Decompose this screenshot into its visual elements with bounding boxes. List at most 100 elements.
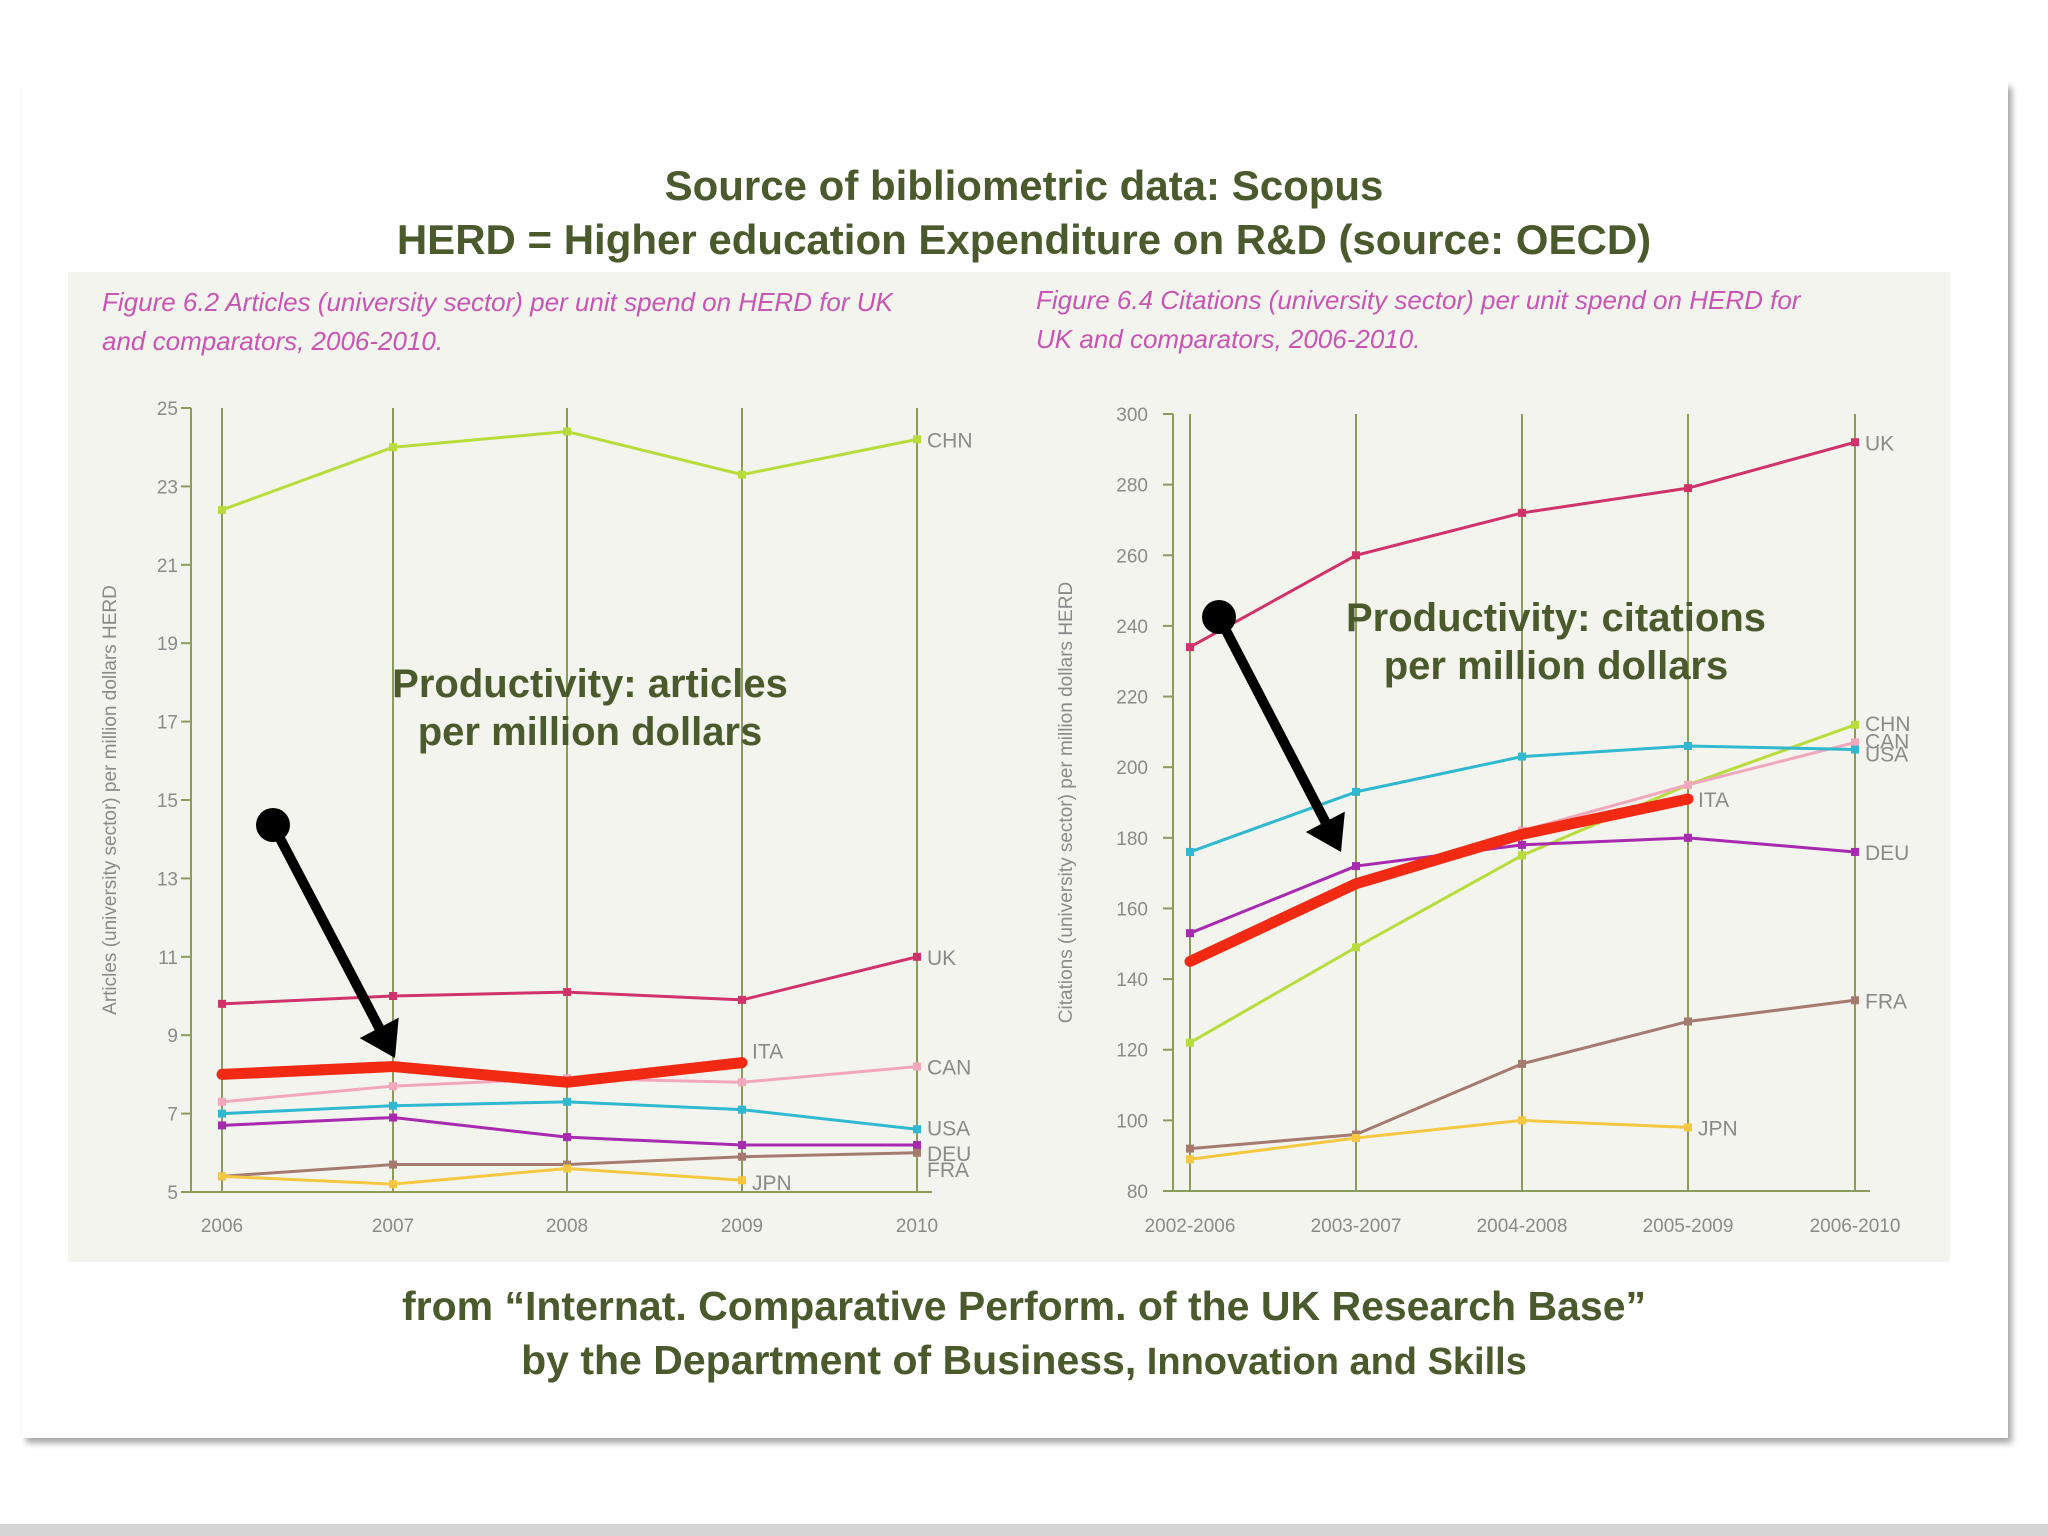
left-figure-caption: Figure 6.2 Articles (university sector) … — [102, 283, 893, 361]
articles-point-can — [913, 1062, 921, 1071]
citations-series-line-ita — [1184, 793, 1694, 967]
citations-series-label-can: CAN — [1865, 730, 1909, 753]
right-arrow-head — [1305, 811, 1345, 852]
left-annotation: Productivity: articles per million dolla… — [340, 660, 840, 756]
articles-point-jpn — [389, 1180, 397, 1189]
articles-point-usa — [913, 1125, 921, 1134]
citations-y-tick-label: 300 — [1116, 405, 1148, 426]
left-caption-line-1: Figure 6.2 Articles (university sector) … — [102, 287, 893, 317]
articles-point-chn — [738, 470, 746, 479]
citations-point-jpn — [1352, 1134, 1360, 1143]
citations-point-deu — [1684, 833, 1692, 842]
citations-point-chn — [1518, 851, 1526, 860]
left-caption-line-2: and comparators, 2006-2010. — [102, 326, 444, 356]
citations-point-uk — [1851, 438, 1859, 447]
citations-series-label-chn: CHN — [1865, 713, 1911, 736]
footer-line-1: from “Internat. Comparative Perform. of … — [402, 1283, 1646, 1329]
citations-x-tick-label: 2004-2008 — [1477, 1216, 1568, 1237]
articles-point-jpn — [218, 1172, 226, 1181]
citations-point-uk — [1518, 508, 1526, 517]
articles-point-can — [218, 1097, 226, 1106]
articles-y-tick-label: 9 — [167, 1026, 178, 1047]
articles-series-line-uk — [220, 955, 919, 1006]
citations-point-chn — [1352, 943, 1360, 952]
citations-point-usa — [1186, 847, 1194, 856]
citations-point-can — [1851, 738, 1859, 747]
citations-point-jpn — [1518, 1116, 1526, 1125]
citations-y-tick-label: 200 — [1116, 758, 1148, 779]
citations-point-chn — [1851, 720, 1859, 729]
right-annotation-line-2: per million dollars — [1383, 644, 1729, 688]
articles-point-uk — [389, 992, 397, 1000]
articles-point-usa — [738, 1105, 746, 1114]
articles-y-tick-label: 11 — [158, 948, 178, 969]
footer-line-2: by the Department of Business, Innovatio… — [0, 1337, 2048, 1384]
articles-series-line-ita — [216, 1057, 748, 1088]
right-annotation: Productivity: citations per million doll… — [1296, 594, 1816, 690]
citations-y-tick-label: 240 — [1116, 617, 1148, 638]
articles-series-label-deu: DEU — [927, 1143, 971, 1166]
articles-series-label-ita: ITA — [752, 1041, 783, 1064]
citations-series-label-fra: FRA — [1865, 990, 1907, 1013]
citations-point-usa — [1684, 741, 1692, 750]
citations-point-deu — [1352, 862, 1360, 871]
citations-point-deu — [1851, 847, 1859, 856]
articles-point-chn — [913, 435, 921, 444]
header-line-1: Source of bibliometric data: Scopus — [664, 162, 1384, 209]
articles-point-uk — [738, 995, 746, 1004]
citations-point-uk — [1684, 484, 1692, 493]
articles-point-uk — [913, 952, 921, 961]
citations-y-tick-label: 260 — [1116, 546, 1148, 567]
citations-point-can — [1684, 780, 1692, 789]
articles-y-tick-label: 13 — [157, 869, 178, 890]
citations-point-uk — [1186, 643, 1194, 652]
citations-point-usa — [1518, 752, 1526, 761]
articles-x-tick-label: 2009 — [721, 1216, 763, 1237]
citations-y-axis-label: Citations (university sector) per millio… — [1056, 582, 1077, 1023]
articles-point-can — [389, 1082, 397, 1091]
articles-y-tick-label: 7 — [167, 1105, 178, 1126]
right-figure-caption: Figure 6.4 Citations (university sector)… — [1036, 281, 1800, 359]
articles-y-tick-label: 5 — [167, 1183, 178, 1204]
citations-series-label-uk: UK — [1865, 432, 1894, 455]
footer-line-2-bold: by the Department of Business, — [521, 1337, 1137, 1383]
left-arrow-head — [359, 1017, 399, 1058]
citations-y-tick-label: 100 — [1116, 1111, 1148, 1132]
right-arrow-shaft — [1214, 612, 1331, 827]
articles-point-chn — [563, 427, 571, 436]
articles-x-tick-label: 2008 — [546, 1216, 588, 1237]
articles-series-line-chn — [220, 430, 919, 512]
citations-point-usa — [1352, 787, 1360, 796]
articles-point-deu — [913, 1140, 921, 1149]
articles-point-chn — [389, 443, 397, 452]
citations-y-tick-label: 160 — [1116, 899, 1148, 920]
articles-point-usa — [563, 1097, 571, 1106]
citations-series-label-deu: DEU — [1865, 842, 1909, 865]
citations-y-tick-label: 120 — [1116, 1041, 1148, 1062]
articles-point-uk — [563, 988, 571, 997]
articles-point-fra — [738, 1152, 746, 1161]
articles-point-jpn — [563, 1164, 571, 1173]
articles-point-fra — [389, 1160, 397, 1169]
footer-line-2-rest: Innovation and Skills — [1136, 1341, 1527, 1383]
articles-point-deu — [738, 1140, 746, 1149]
citations-y-tick-label: 140 — [1116, 970, 1148, 991]
articles-series-label-chn: CHN — [927, 429, 973, 452]
citations-series-line-jpn — [1188, 1118, 1690, 1161]
citations-x-tick-label: 2006-2010 — [1810, 1216, 1901, 1237]
citations-x-tick-label: 2002-2006 — [1145, 1216, 1236, 1237]
citations-x-tick-label: 2003-2007 — [1311, 1216, 1402, 1237]
citations-point-jpn — [1186, 1155, 1194, 1164]
articles-y-tick-label: 15 — [157, 791, 178, 812]
articles-series-line-jpn — [220, 1166, 744, 1186]
articles-x-tick-label: 2007 — [372, 1216, 414, 1237]
articles-series-label-can: CAN — [927, 1057, 971, 1080]
articles-point-jpn — [738, 1176, 746, 1185]
articles-y-axis-label: Articles (university sector) per million… — [100, 585, 121, 1015]
articles-y-tick-label: 17 — [157, 713, 178, 734]
articles-series-line-usa — [220, 1100, 919, 1131]
articles-y-tick-label: 21 — [157, 556, 178, 577]
articles-point-chn — [218, 505, 226, 514]
citations-point-fra — [1851, 996, 1859, 1005]
